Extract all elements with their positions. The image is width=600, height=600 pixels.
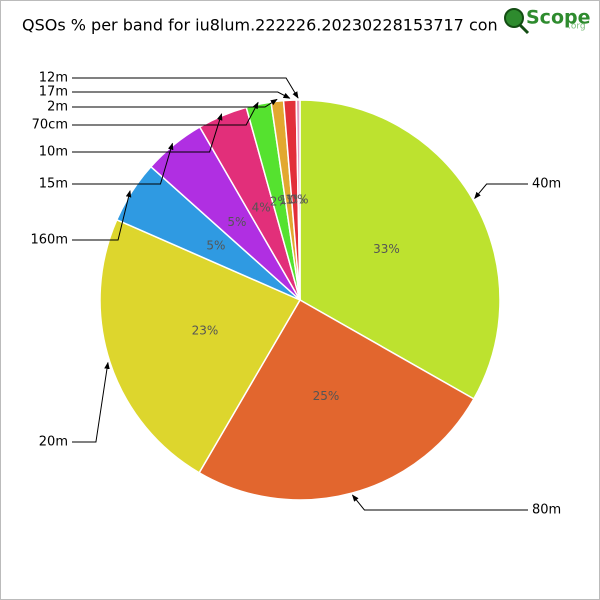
leader-line bbox=[72, 101, 259, 126]
leader-line bbox=[351, 494, 528, 511]
legend-label: 70cm bbox=[32, 118, 68, 133]
legend-label: 80m bbox=[532, 503, 561, 518]
chart-title: QSOs % per band for iu8lum.222226.202302… bbox=[22, 16, 538, 35]
value-label: 5% bbox=[227, 215, 246, 229]
pie-slice bbox=[295, 99, 301, 301]
legend-label: 12m bbox=[39, 71, 68, 86]
logo-text: Scope bbox=[526, 7, 591, 29]
logo-suffix: .org bbox=[568, 22, 586, 32]
leader-line bbox=[72, 113, 223, 153]
leader-line bbox=[72, 98, 278, 108]
logo-icon bbox=[504, 8, 524, 28]
pie-slice bbox=[99, 218, 302, 474]
value-label: 0% bbox=[290, 193, 309, 207]
legend-label: 17m bbox=[39, 85, 68, 100]
legend-label: 40m bbox=[532, 177, 561, 192]
value-label: 4% bbox=[252, 200, 271, 214]
leader-line bbox=[72, 361, 110, 443]
leader-line bbox=[72, 91, 291, 99]
legend-label: 20m bbox=[39, 435, 68, 450]
leader-line bbox=[474, 183, 528, 199]
legend-label: 160m bbox=[31, 233, 68, 248]
value-label: 25% bbox=[313, 389, 340, 403]
legend-label: 15m bbox=[39, 177, 68, 192]
pie-slice bbox=[299, 99, 501, 400]
pie-slice bbox=[198, 298, 475, 501]
leader-line bbox=[72, 190, 132, 241]
leader-line bbox=[72, 142, 174, 185]
leader-line bbox=[72, 77, 299, 99]
logo-icon-handle bbox=[518, 23, 530, 35]
value-label: 2% bbox=[270, 195, 289, 209]
value-label: 33% bbox=[373, 242, 400, 256]
legend-label: 2m bbox=[47, 100, 68, 115]
legend-label: 10m bbox=[39, 145, 68, 160]
value-label: 5% bbox=[206, 238, 225, 252]
value-label: 23% bbox=[192, 323, 219, 337]
